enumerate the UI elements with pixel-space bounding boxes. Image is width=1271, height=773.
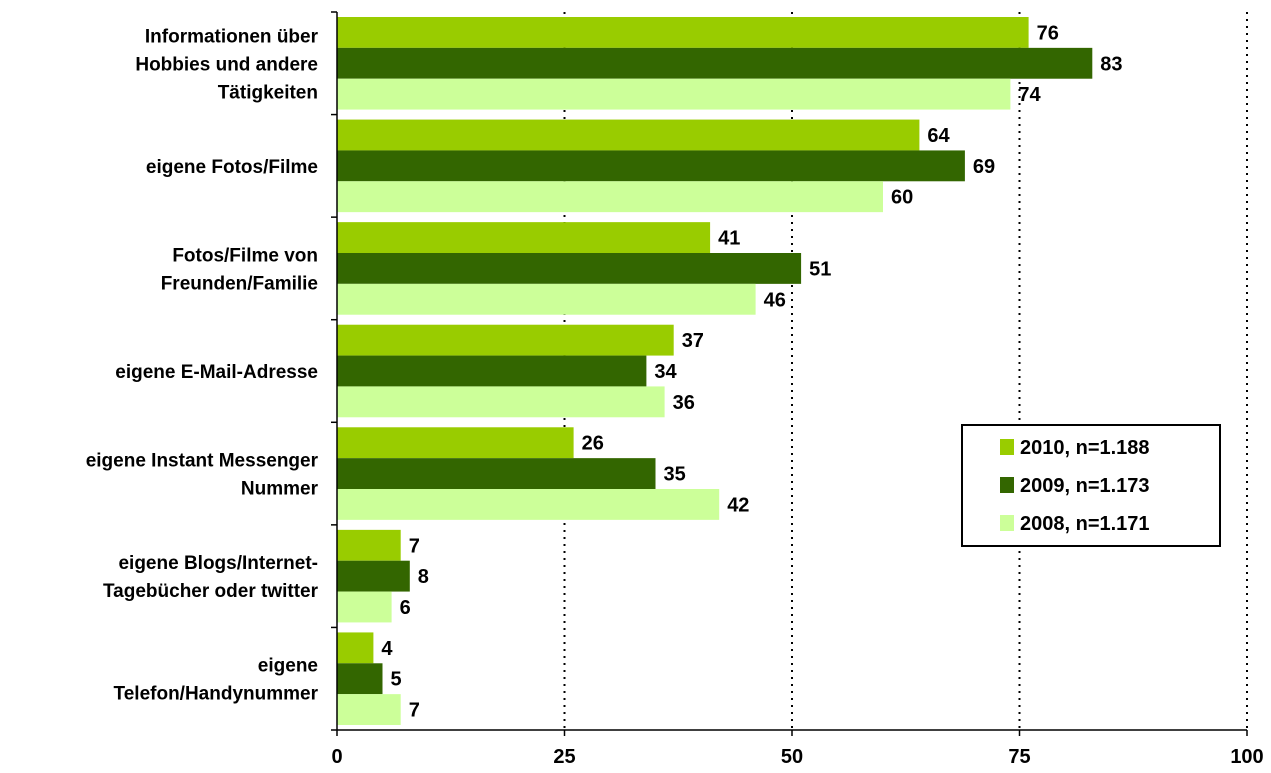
bar: [337, 427, 574, 459]
bar: [337, 324, 674, 356]
bar: [337, 47, 1093, 79]
category-label: eigene Telefon/Handynummer: [114, 656, 319, 705]
bar: [337, 694, 401, 725]
x-tick-label: 0: [331, 746, 342, 768]
category-label: eigene E-Mail-Adresse: [115, 362, 318, 383]
data-label: 7: [409, 700, 420, 722]
x-tick-label: 100: [1230, 746, 1263, 768]
legend-swatch: [1000, 515, 1014, 531]
bar: [337, 253, 802, 284]
legend-label: 2008, n=1.171: [1020, 513, 1150, 535]
data-label: 69: [973, 156, 995, 178]
data-label: 76: [1037, 22, 1059, 44]
bar: [337, 458, 656, 489]
category-label: eigene Blogs/Internet-Tagebücher oder tw…: [103, 553, 319, 602]
bar: [337, 119, 920, 151]
x-tick-label: 50: [781, 746, 803, 768]
data-label: 42: [727, 494, 749, 516]
bar: [337, 386, 665, 418]
x-tick-label: 25: [553, 746, 575, 768]
bar: [337, 355, 647, 387]
data-label: 64: [927, 125, 950, 147]
data-label: 41: [718, 228, 740, 250]
legend-swatch: [1000, 477, 1014, 493]
data-label: 8: [418, 566, 429, 588]
data-label: 51: [809, 258, 831, 280]
category-label: eigene Fotos/Filme: [146, 157, 318, 178]
bar: [337, 181, 883, 213]
category-label: eigene Instant Messenger Nummer: [86, 451, 319, 500]
bar: [337, 283, 756, 315]
category-label: Informationen über Hobbies und andere Täti…: [135, 26, 318, 103]
legend-label: 2010, n=1.188: [1020, 437, 1150, 459]
x-tick-label: 75: [1008, 746, 1030, 768]
data-label: 36: [673, 392, 695, 414]
data-label: 83: [1100, 53, 1122, 75]
bar: [337, 632, 374, 664]
legend-label: 2009, n=1.173: [1020, 475, 1150, 497]
bar: [337, 222, 711, 253]
bar: [337, 489, 720, 520]
data-label: 60: [891, 187, 913, 209]
bar: [337, 529, 401, 561]
data-label: 34: [654, 361, 677, 383]
category-label: Fotos/Filme von Freunden/Familie: [161, 245, 318, 294]
legend-swatch: [1000, 439, 1014, 455]
data-label: 26: [582, 433, 604, 455]
data-label: 4: [381, 638, 393, 660]
data-label: 74: [1018, 84, 1041, 106]
bar: [337, 17, 1029, 48]
bar: [337, 560, 410, 592]
data-label: 37: [682, 330, 704, 352]
bar: [337, 150, 965, 182]
data-label: 6: [400, 597, 411, 619]
bar: [337, 663, 383, 695]
data-label: 46: [764, 289, 786, 311]
bar: [337, 78, 1011, 110]
bar: [337, 591, 392, 623]
data-label: 5: [391, 669, 402, 691]
data-label: 35: [664, 464, 686, 486]
data-label: 7: [409, 535, 420, 557]
